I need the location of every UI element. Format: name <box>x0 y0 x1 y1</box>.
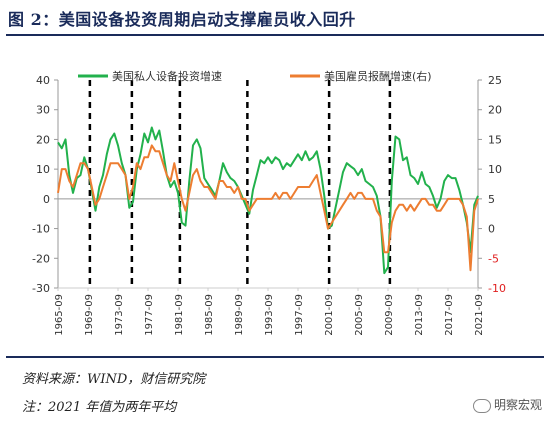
x-tick-label: 1969-09 <box>84 294 95 336</box>
y-left-tick-label: 10 <box>36 163 50 176</box>
series-line-2 <box>57 144 479 272</box>
footer-rule <box>6 356 544 358</box>
x-tick-label: 1981-09 <box>174 294 185 336</box>
legend-label-2: 美国雇员报酬增速(右) <box>324 69 432 83</box>
x-tick-label: 2021-09 <box>474 294 485 336</box>
x-tick-label: 1989-09 <box>234 294 245 336</box>
x-tick-label: 1985-09 <box>204 294 215 336</box>
y-right-tick-label: 0 <box>488 223 495 236</box>
y-right-tick-label: 15 <box>488 133 502 146</box>
figure-title: 图 2：美国设备投资周期启动支撑雇员收入回升 <box>8 10 356 29</box>
x-tick-label: 1977-09 <box>144 294 155 336</box>
y-left-tick-label: 0 <box>43 193 50 206</box>
y-right-tick-label: -5 <box>488 252 499 265</box>
line-chart: -30 -20 -10 0 10 20 30 40 -10 -5 0 5 10 15 20 25 1965-09… <box>32 69 506 336</box>
title-rule <box>6 34 544 36</box>
footnote: 注：2021 年值为两年平均 <box>22 400 177 415</box>
wechat-logo-icon <box>472 398 491 413</box>
legend: 美国私人设备投资增速 美国雇员报酬增速(右) <box>78 69 432 83</box>
y-left-tick-label: 40 <box>36 74 50 87</box>
x-tick-label: 2009-09 <box>384 294 395 336</box>
y-right-tick-label: 20 <box>488 104 502 117</box>
watermark-text: 明察宏观 <box>493 398 542 412</box>
y-right-tick-label: -10 <box>488 282 506 295</box>
x-tick-label: 2017-09 <box>444 294 455 336</box>
x-tick-label: 1973-09 <box>114 294 125 336</box>
y-left-tick-label: -20 <box>32 252 50 265</box>
x-tick-label: 2001-09 <box>324 294 335 336</box>
x-tick-label: 1965-09 <box>54 294 65 336</box>
x-tick-label: 1993-09 <box>264 294 275 336</box>
legend-label-1: 美国私人设备投资增速 <box>112 69 222 83</box>
x-tick-label: 1997-09 <box>294 294 305 336</box>
y-right-tick-label: 5 <box>488 193 495 206</box>
y-right-tick-label: 10 <box>488 163 502 176</box>
axes-layer: -30 -20 -10 0 10 20 30 40 -10 -5 0 5 10 15 20 25 1965-09… <box>32 74 506 336</box>
x-tick-label: 2005-09 <box>354 294 365 336</box>
series-line-1 <box>57 126 479 275</box>
series-layer <box>57 126 479 275</box>
source-note: 资料来源：WIND，财信研究院 <box>22 372 206 387</box>
y-left-tick-label: -30 <box>32 282 50 295</box>
y-left-tick-label: -10 <box>32 223 50 236</box>
y-left-tick-label: 30 <box>36 104 50 117</box>
watermark: 明察宏观 <box>472 396 542 413</box>
x-tick-label: 2013-09 <box>414 294 425 336</box>
y-left-tick-label: 20 <box>36 133 50 146</box>
y-right-tick-label: 25 <box>488 74 502 87</box>
